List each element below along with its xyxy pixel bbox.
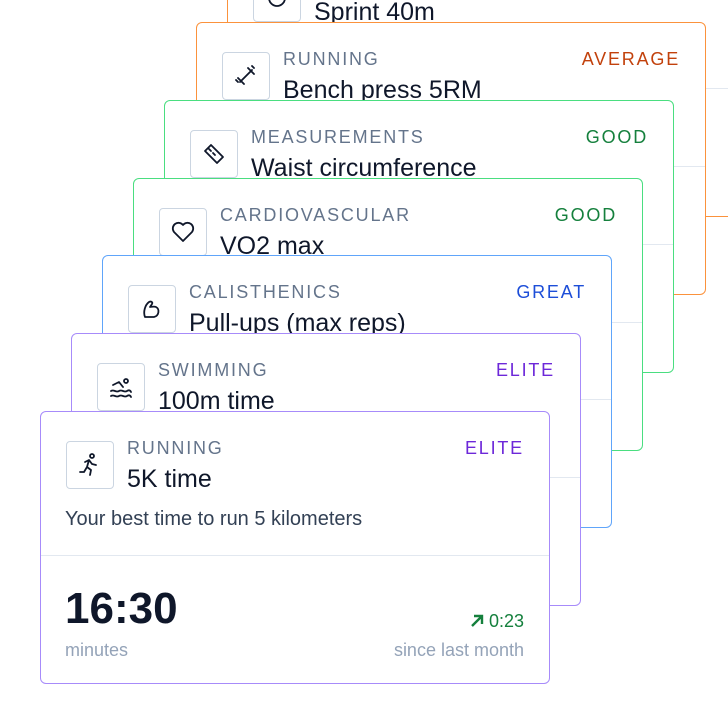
- card-category: SWIMMING: [158, 360, 269, 380]
- change-label: since last month: [393, 640, 524, 660]
- change-value: 0:23: [488, 611, 524, 631]
- card-title: Sprint 40m: [314, 0, 435, 26]
- card-category: CARDIOVASCULAR: [220, 205, 411, 225]
- card-icon: [253, 0, 301, 22]
- card-category: RUNNING: [127, 438, 224, 458]
- card-rating: GOOD: [554, 205, 617, 225]
- card-rating: ELITE: [495, 360, 555, 380]
- card-icon: [66, 441, 114, 489]
- card-rating: ELITE: [464, 438, 524, 458]
- card-title: Bench press 5RM: [283, 76, 482, 104]
- trend-arrow: [471, 614, 484, 627]
- divider: [41, 555, 549, 556]
- card-icon: [159, 208, 207, 256]
- metric-change: 0:23: [469, 610, 524, 632]
- card-category: MEASUREMENTS: [251, 127, 425, 147]
- metric-value: 16:30: [65, 584, 178, 633]
- card-title: Pull-ups (max reps): [189, 309, 406, 337]
- card-category: RUNNING: [283, 49, 380, 69]
- card-icon: [97, 363, 145, 411]
- card-title: 5K time: [127, 465, 212, 493]
- card-title: 100m time: [158, 387, 275, 415]
- card-category: CALISTHENICS: [189, 282, 342, 302]
- metric-unit: minutes: [65, 640, 129, 660]
- card-title: Waist circumference: [251, 154, 477, 182]
- card-icon: [190, 130, 238, 178]
- card-description: Your best time to run 5 kilometers: [65, 508, 363, 530]
- card-rating: GREAT: [516, 282, 586, 302]
- card-icon: [128, 285, 176, 333]
- card-rating: GOOD: [585, 127, 648, 147]
- card-icon: [222, 52, 270, 100]
- card-rating: AVERAGE: [581, 49, 680, 69]
- card[interactable]: RUNNING 5K time ELITE Your best time to …: [40, 411, 550, 684]
